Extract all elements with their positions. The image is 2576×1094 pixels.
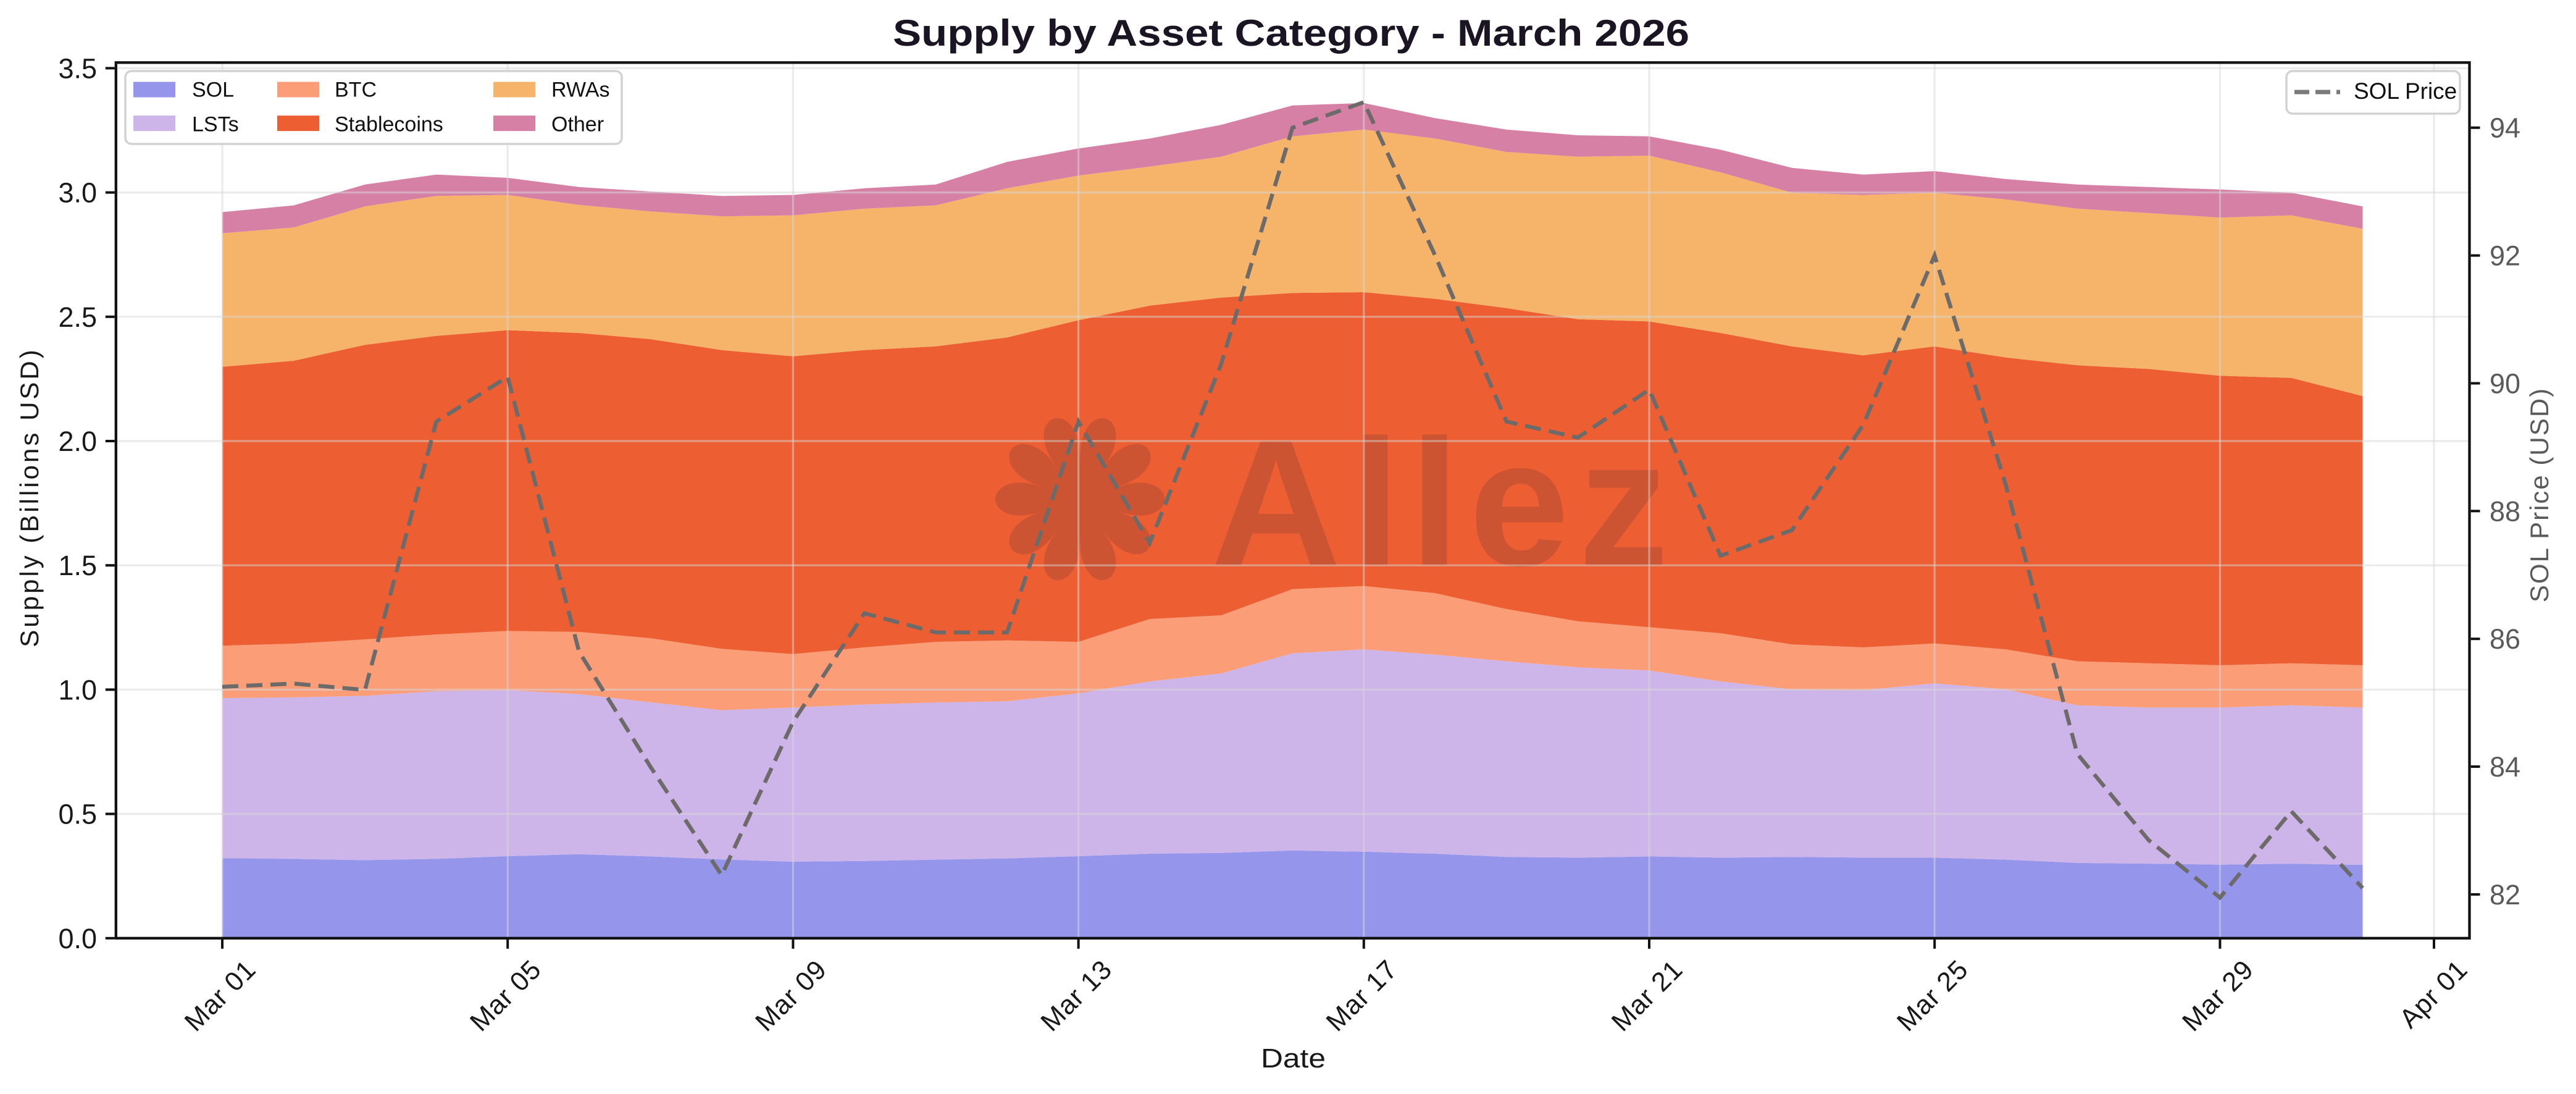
svg-text:2.0: 2.0 (58, 426, 97, 457)
svg-text:3.0: 3.0 (58, 177, 97, 209)
svg-text:Other: Other (551, 113, 604, 137)
svg-text:0.5: 0.5 (58, 799, 97, 830)
svg-text:LSTs: LSTs (192, 113, 239, 137)
svg-text:88: 88 (2490, 495, 2520, 527)
svg-text:Supply by Asset Category - Mar: Supply by Asset Category - March 2026 (893, 12, 1689, 54)
svg-text:BTC: BTC (335, 78, 377, 102)
svg-text:1.0: 1.0 (58, 674, 97, 705)
svg-text:94: 94 (2490, 112, 2520, 144)
svg-text:Allez: Allez (1211, 402, 1678, 604)
svg-text:RWAs: RWAs (551, 78, 609, 102)
svg-text:SOL Price: SOL Price (2354, 78, 2457, 104)
svg-text:84: 84 (2490, 751, 2520, 783)
svg-text:90: 90 (2490, 368, 2520, 400)
svg-text:92: 92 (2490, 240, 2520, 272)
svg-text:SOL Price (USD): SOL Price (USD) (2525, 387, 2554, 602)
svg-text:Stablecoins: Stablecoins (335, 113, 443, 137)
svg-text:Date: Date (1261, 1043, 1326, 1074)
svg-text:3.5: 3.5 (58, 53, 97, 84)
svg-text:Supply (Billions USD): Supply (Billions USD) (15, 347, 44, 647)
svg-text:86: 86 (2490, 623, 2520, 655)
svg-text:0.0: 0.0 (58, 923, 97, 954)
svg-text:82: 82 (2490, 879, 2520, 911)
svg-text:1.5: 1.5 (58, 550, 97, 581)
svg-text:2.5: 2.5 (58, 301, 97, 333)
svg-text:SOL: SOL (192, 78, 234, 102)
